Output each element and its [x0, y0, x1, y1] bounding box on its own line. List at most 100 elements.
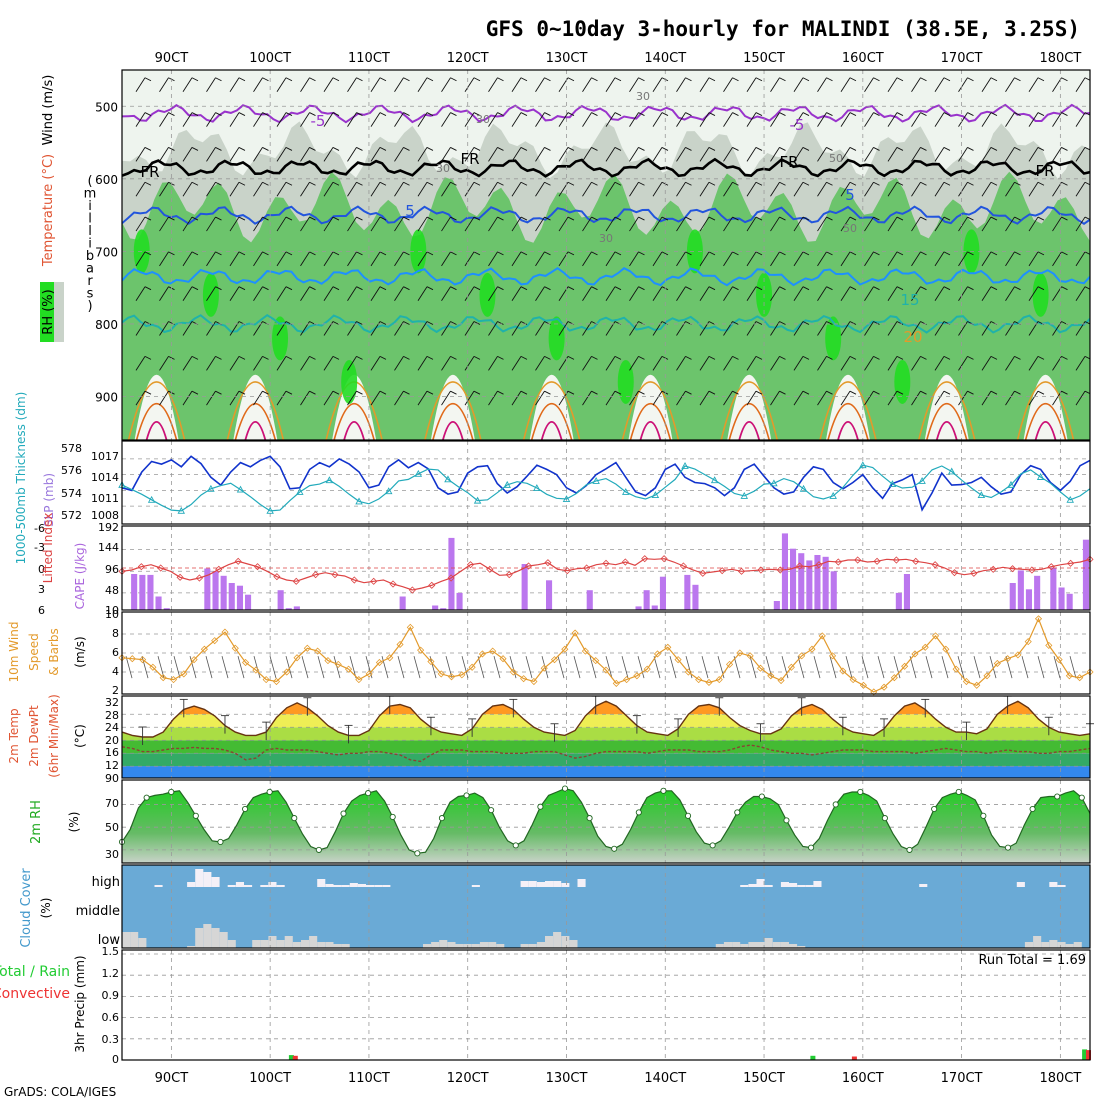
wind-barb-flag [567, 112, 575, 116]
wind-barb-10m [733, 655, 741, 679]
wind-speed-marker [849, 676, 857, 684]
wind-barb-flag [356, 112, 363, 116]
wind-barb-10m [589, 655, 597, 679]
cape-bar [822, 556, 829, 610]
wind-barb-flag [755, 77, 763, 82]
wind-barb [511, 286, 522, 301]
temp-contour-25 [926, 403, 968, 440]
wind-speed-marker [1055, 656, 1063, 664]
li-marker [350, 576, 358, 584]
wind-speed-marker [890, 674, 898, 682]
wind-barb [746, 286, 757, 301]
wind-speed-marker [396, 640, 404, 649]
wind-barb [981, 251, 992, 267]
temp-tick: 28 [105, 709, 119, 722]
wind-barb-flag [1037, 147, 1045, 151]
wind-barb-flag [285, 355, 293, 360]
wind-barb [300, 390, 310, 406]
wind-barb [911, 390, 921, 406]
wind-barb [464, 77, 475, 93]
wind-barb-flag [732, 251, 739, 256]
wind-barb [206, 251, 216, 267]
wind-barb-flag [1084, 251, 1090, 255]
rh-tick: 70 [105, 797, 119, 810]
thickness-marker [859, 461, 867, 469]
wind-speed-marker [798, 652, 806, 660]
wind-barb-flag [1037, 77, 1045, 82]
wind-barb [370, 286, 381, 301]
wind-barb-flag [567, 216, 575, 221]
wind-barb [817, 77, 827, 93]
wind-barb [840, 216, 851, 232]
cloud-high-bar [203, 872, 212, 887]
cape-bar [773, 601, 780, 610]
wind-barb-flag [1037, 390, 1045, 395]
wind-barb [323, 112, 334, 127]
wind-barb-flag [708, 251, 716, 256]
wind-barb [1075, 147, 1086, 162]
li-marker [195, 574, 204, 582]
wind-barb-flag [309, 286, 316, 291]
wind-barb [441, 390, 451, 406]
wind-speed-marker [839, 667, 847, 675]
wind-barb [253, 216, 263, 232]
wind-barb [652, 181, 663, 197]
wind-barb [370, 390, 381, 406]
wind-barb-flag [473, 355, 481, 360]
wind-barb [417, 356, 428, 371]
wind-barb [582, 286, 592, 301]
wind-barb [417, 181, 428, 197]
wind-barb [370, 216, 381, 232]
li-marker [253, 563, 262, 571]
rh-marker [808, 844, 815, 851]
wind-barb-flag [520, 251, 528, 256]
wind-barb-flag [849, 112, 857, 116]
y-axis-letter: ( [87, 174, 92, 189]
wind-barb-flag [685, 286, 692, 291]
wind-barb-flag [826, 216, 833, 221]
cape-bar [586, 590, 593, 610]
cloud-low-bar [536, 942, 545, 948]
wind-barb-flag [262, 390, 269, 395]
wind-barb [1028, 77, 1039, 93]
wind-barb-flag [567, 77, 575, 82]
cape-bar [1082, 539, 1089, 610]
li-marker [176, 573, 184, 581]
wind-barb-10m [301, 655, 309, 679]
wind-barb [887, 356, 898, 371]
temp-tick: 20 [105, 734, 119, 747]
wind-barb-flag [450, 355, 457, 360]
wind-barb-flag [450, 251, 457, 256]
temp-contour-30 [442, 420, 464, 440]
wind-barb [1075, 112, 1086, 127]
cape-bar [1034, 575, 1041, 610]
wind-barb [958, 112, 968, 127]
wind-barb [1028, 356, 1039, 371]
wind-barb-flag [779, 355, 786, 360]
wind-speed-marker [581, 647, 589, 655]
cloud-high-bar [268, 882, 277, 887]
li-marker [602, 559, 610, 567]
wind-barb-10m [1037, 655, 1045, 679]
wind-barb-flag [332, 216, 340, 221]
wind-barb-flag [873, 181, 880, 186]
cape-bar [293, 606, 300, 610]
wind-barb [206, 286, 216, 301]
wind-barb-flag [920, 286, 927, 291]
wind-barb-flag [614, 286, 622, 291]
wind-barb-flag [685, 181, 692, 186]
wind-barb [699, 356, 710, 371]
wind-barb-10m [365, 655, 373, 679]
thickness-marker [1036, 473, 1045, 480]
wind-barb-flag [732, 286, 739, 291]
wind-barb-flag [638, 112, 645, 116]
thickness-marker [651, 491, 660, 499]
wind-barb-10m [237, 655, 245, 679]
wind-barb-flag [403, 77, 410, 82]
rh-legend-label: RH (%) [41, 289, 56, 334]
wind-barb [511, 77, 522, 93]
wind-barb [558, 147, 569, 162]
temp-contour-25 [530, 403, 573, 440]
wind-barb-flag [332, 355, 340, 360]
wind-barb [394, 112, 404, 127]
